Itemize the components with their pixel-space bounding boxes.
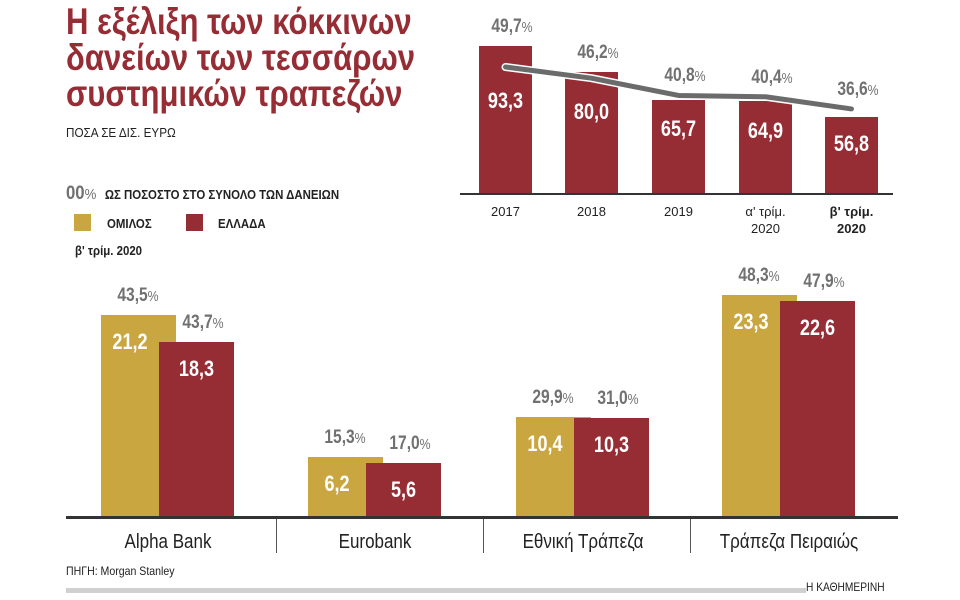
x-tick-line: 2020 (751, 221, 780, 236)
bar-value: 80,0 (573, 99, 610, 125)
x-tick-line: α' τρίμ. (745, 204, 786, 219)
x-tick-label: 2018 (547, 203, 637, 220)
x-tick-label: 2019 (634, 203, 724, 220)
pct-sign: % (419, 435, 431, 453)
bar (565, 71, 618, 193)
x-axis (66, 516, 898, 519)
title-line: Η εξέλιξη των κόκκινων (66, 1, 412, 42)
x-tick-line: 2018 (577, 204, 606, 219)
title-line: δανείων των τεσσάρων (66, 37, 416, 78)
bar-value-greece: 22,6 (799, 315, 836, 341)
pct-value: 31,0 (597, 388, 628, 410)
x-tick-line: 2019 (664, 204, 693, 219)
pct-value: 40,4 (750, 66, 782, 88)
category-divider (276, 519, 277, 553)
bar-greece (780, 301, 855, 516)
pct-value: 15,3 (324, 427, 355, 449)
pct-sign: % (833, 274, 845, 292)
bar-value: 93,3 (487, 88, 524, 113)
x-tick-line: 2020 (837, 221, 866, 236)
pct-sign: % (781, 69, 793, 87)
bar-value-group: 10,4 (527, 431, 563, 457)
category-label: Τράπεζα Πειραιώς (719, 531, 859, 553)
pct-sign: % (607, 44, 619, 62)
bar-greece (574, 418, 649, 516)
x-tick-line: 2017 (491, 204, 520, 219)
x-axis (460, 193, 893, 195)
pct-label-greece: 17,0% (377, 433, 443, 455)
category-label: Eurobank (338, 531, 412, 553)
bar-value-group: 23,3 (733, 308, 769, 334)
pct-label-greece: 43,7% (170, 312, 236, 334)
pct-value: 36,6 (836, 78, 868, 100)
x-tick-label: α' τρίμ. 2020 (721, 203, 811, 237)
publisher-logo: Η ΚΑΘΗΜΕΡΙΝΗ (806, 580, 885, 594)
pct-value: 29,9 (532, 387, 563, 409)
bar-greece (159, 342, 234, 516)
pct-value: 49,7 (490, 16, 522, 38)
bar-value: 65,7 (660, 116, 697, 142)
bar (825, 117, 878, 193)
pct-sign: % (867, 81, 879, 99)
pct-value: 47,9 (803, 271, 834, 293)
pct-label: 46,2% (565, 42, 631, 64)
pct-label-greece: 31,0% (585, 388, 651, 410)
bar (652, 99, 705, 193)
x-tick-label: 2017 (461, 203, 551, 220)
pct-sign: % (694, 68, 706, 86)
bar-value-greece: 5,6 (390, 476, 417, 502)
pct-value: 48,3 (738, 264, 769, 286)
bar-value: 64,9 (747, 117, 784, 143)
pct-sign: % (354, 430, 366, 448)
legend-label-greece: ΕΛΛΑΔΑ (218, 216, 266, 231)
legend-label-group: ΟΜΙΛΟΣ (107, 216, 152, 231)
legend-pct-sign: % (84, 186, 97, 203)
pct-sign: % (147, 287, 159, 305)
legend-swatch-greece (186, 214, 203, 231)
pct-label: 36,6% (825, 79, 891, 101)
category-divider (483, 519, 484, 553)
pct-sign: % (521, 19, 533, 37)
bar (739, 101, 792, 193)
bar-value: 56,8 (833, 131, 870, 157)
pct-label-greece: 47,9% (791, 271, 857, 293)
subtitle: ΠΟΣΑ ΣΕ ΔΙΣ. ΕΥΡΩ (66, 125, 176, 140)
bar-value-greece: 18,3 (178, 356, 215, 382)
pct-label-group: 43,5% (105, 285, 171, 307)
bar (479, 46, 532, 193)
legend-swatch-group (74, 214, 91, 231)
pct-sign: % (768, 267, 780, 285)
category-divider (690, 519, 691, 553)
chart-title: Η εξέλιξη των κόκκινων δανείων των τεσσά… (66, 1, 416, 114)
legend-percent: 00% ΩΣ ΠΟΣΟΣΤΟ ΣΤΟ ΣΥΝΟΛΟ ΤΩΝ ΔΑΝΕΙΩΝ (66, 183, 339, 205)
pct-sign: % (562, 390, 574, 408)
category-label: Εθνική Τράπεζα (522, 531, 644, 553)
x-tick-line: β' τρίμ. (829, 204, 874, 219)
pct-label-group: 15,3% (312, 427, 378, 449)
bar-value-greece: 10,3 (593, 432, 630, 458)
pct-label-group: 48,3% (726, 265, 792, 287)
category-label: Alpha Bank (124, 531, 212, 553)
bar-value-group: 6,2 (324, 471, 350, 497)
pct-label: 49,7% (479, 16, 545, 38)
footer-bar (66, 588, 806, 593)
x-tick-label: β' τρίμ. 2020 (807, 203, 897, 237)
bar-value-group: 21,2 (112, 328, 148, 354)
source: ΠΗΓΗ: Morgan Stanley (66, 564, 175, 578)
pct-label: 40,4% (739, 67, 805, 89)
pct-value: 46,2 (576, 41, 608, 63)
pct-label-group: 29,9% (520, 387, 586, 409)
title-line: συστημικών τραπεζών (66, 73, 403, 114)
pct-value: 40,8 (663, 65, 695, 87)
pct-value: 17,0 (389, 432, 420, 454)
pct-label: 40,8% (652, 65, 718, 87)
pct-value: 43,5 (117, 284, 148, 306)
legend-pct-sample: 00 (66, 183, 85, 204)
pct-value: 43,7 (182, 312, 213, 334)
pct-sign: % (212, 315, 224, 333)
bar-greece (366, 462, 441, 516)
pct-sign: % (627, 391, 639, 409)
legend-period: β' τρίμ. 2020 (75, 243, 143, 258)
legend-pct-label: ΩΣ ΠΟΣΟΣΤΟ ΣΤΟ ΣΥΝΟΛΟ ΤΩΝ ΔΑΝΕΙΩΝ (104, 187, 340, 202)
